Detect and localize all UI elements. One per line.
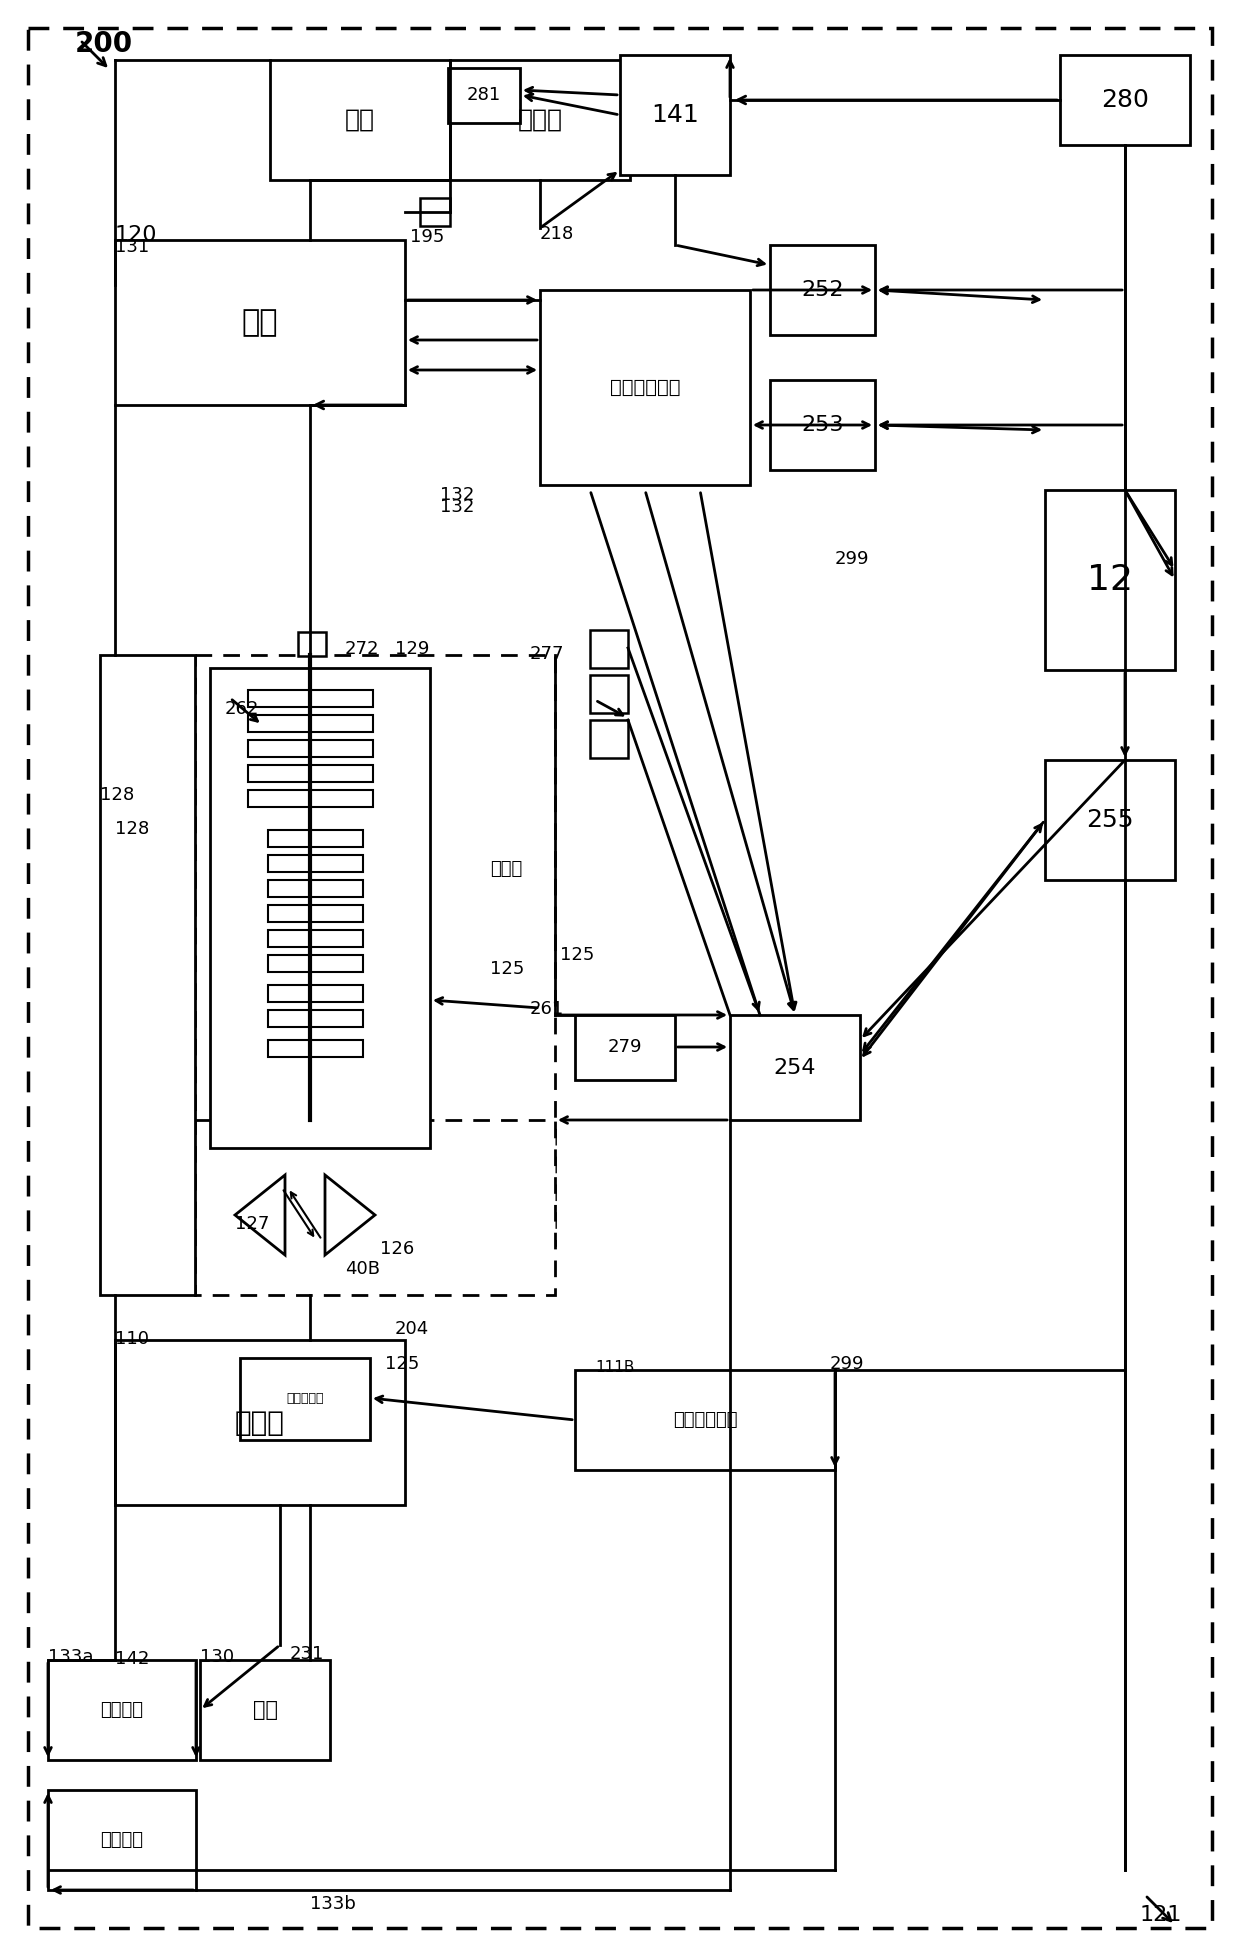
Text: 133a: 133a bbox=[48, 1647, 93, 1665]
Text: 齿轮箱: 齿轮箱 bbox=[490, 861, 522, 878]
Text: 125: 125 bbox=[560, 947, 594, 964]
Text: 120: 120 bbox=[115, 224, 157, 246]
FancyBboxPatch shape bbox=[195, 1120, 556, 1294]
Text: 218: 218 bbox=[539, 224, 574, 242]
Text: 255: 255 bbox=[1086, 808, 1133, 832]
Text: 133b: 133b bbox=[310, 1895, 356, 1913]
FancyBboxPatch shape bbox=[115, 1339, 405, 1505]
Text: 141: 141 bbox=[651, 103, 699, 127]
FancyBboxPatch shape bbox=[590, 720, 627, 757]
FancyBboxPatch shape bbox=[575, 1015, 675, 1079]
Text: 发动机: 发动机 bbox=[236, 1409, 285, 1437]
Text: 142: 142 bbox=[115, 1649, 149, 1669]
Bar bbox=[268, 906, 363, 921]
Bar bbox=[248, 714, 373, 732]
Text: 132: 132 bbox=[440, 486, 475, 504]
FancyBboxPatch shape bbox=[1060, 55, 1190, 144]
Text: 262: 262 bbox=[224, 701, 259, 718]
FancyBboxPatch shape bbox=[210, 668, 430, 1148]
Bar bbox=[248, 765, 373, 783]
Text: 261: 261 bbox=[529, 999, 564, 1019]
FancyBboxPatch shape bbox=[575, 1370, 835, 1470]
Text: 电动马达: 电动马达 bbox=[100, 1700, 144, 1720]
Bar bbox=[268, 855, 363, 873]
FancyBboxPatch shape bbox=[241, 1359, 370, 1441]
Bar bbox=[268, 986, 363, 1001]
Text: 110: 110 bbox=[115, 1329, 149, 1349]
Bar bbox=[248, 740, 373, 757]
Text: 272: 272 bbox=[345, 640, 379, 658]
FancyBboxPatch shape bbox=[590, 675, 627, 712]
FancyBboxPatch shape bbox=[100, 656, 195, 1294]
Polygon shape bbox=[325, 1175, 374, 1255]
FancyBboxPatch shape bbox=[48, 1659, 196, 1761]
FancyBboxPatch shape bbox=[115, 240, 405, 404]
Text: 40B: 40B bbox=[345, 1259, 379, 1279]
Bar bbox=[268, 830, 363, 847]
Text: 121: 121 bbox=[1140, 1905, 1183, 1925]
Bar bbox=[268, 955, 363, 972]
Text: 车轮: 车轮 bbox=[345, 107, 374, 133]
FancyBboxPatch shape bbox=[450, 61, 630, 180]
FancyBboxPatch shape bbox=[48, 1790, 196, 1890]
Text: 126: 126 bbox=[379, 1240, 414, 1257]
Text: 277: 277 bbox=[529, 644, 564, 664]
Text: 127: 127 bbox=[236, 1214, 269, 1234]
Text: 128: 128 bbox=[100, 787, 134, 804]
FancyBboxPatch shape bbox=[200, 1659, 330, 1761]
Bar bbox=[268, 1009, 363, 1027]
Text: 125: 125 bbox=[490, 960, 525, 978]
FancyBboxPatch shape bbox=[1045, 759, 1176, 880]
FancyBboxPatch shape bbox=[620, 55, 730, 176]
Text: 279: 279 bbox=[608, 1038, 642, 1056]
Text: 200: 200 bbox=[74, 29, 133, 59]
Bar bbox=[268, 929, 363, 947]
Text: 280: 280 bbox=[1101, 88, 1149, 111]
Text: 231: 231 bbox=[290, 1646, 325, 1663]
FancyBboxPatch shape bbox=[770, 246, 875, 336]
Text: 252: 252 bbox=[801, 279, 843, 301]
Bar bbox=[248, 689, 373, 707]
Text: 195: 195 bbox=[410, 228, 444, 246]
Text: 253: 253 bbox=[801, 416, 843, 435]
Text: 204: 204 bbox=[396, 1320, 429, 1337]
Text: 车轮: 车轮 bbox=[253, 1700, 278, 1720]
Text: 254: 254 bbox=[774, 1058, 816, 1078]
Polygon shape bbox=[236, 1175, 285, 1255]
Bar bbox=[248, 791, 373, 806]
Text: 299: 299 bbox=[835, 550, 869, 568]
FancyBboxPatch shape bbox=[420, 197, 450, 226]
FancyBboxPatch shape bbox=[270, 61, 450, 180]
Text: 制动器: 制动器 bbox=[517, 107, 563, 133]
Text: 125: 125 bbox=[384, 1355, 419, 1372]
Text: 299: 299 bbox=[830, 1355, 864, 1372]
Bar bbox=[268, 880, 363, 898]
Text: 131: 131 bbox=[115, 238, 149, 256]
FancyBboxPatch shape bbox=[448, 68, 520, 123]
Text: 111B: 111B bbox=[595, 1361, 635, 1374]
FancyBboxPatch shape bbox=[1045, 490, 1176, 670]
FancyBboxPatch shape bbox=[590, 630, 627, 668]
Text: 128: 128 bbox=[115, 820, 149, 837]
Text: 129: 129 bbox=[396, 640, 429, 658]
Text: 发动机控制器: 发动机控制器 bbox=[673, 1411, 738, 1429]
Text: 扮矩致动器: 扮矩致动器 bbox=[286, 1392, 324, 1405]
Text: 130: 130 bbox=[200, 1647, 234, 1665]
FancyBboxPatch shape bbox=[29, 27, 1211, 1929]
Bar bbox=[268, 1040, 363, 1056]
FancyBboxPatch shape bbox=[730, 1015, 861, 1120]
FancyBboxPatch shape bbox=[770, 381, 875, 470]
Text: 281: 281 bbox=[467, 86, 501, 105]
Text: 电机: 电机 bbox=[242, 308, 278, 338]
Text: 电能存储装置: 电能存储装置 bbox=[610, 379, 681, 396]
Text: 电动马达: 电动马达 bbox=[100, 1831, 144, 1849]
Text: 132: 132 bbox=[440, 498, 475, 515]
FancyBboxPatch shape bbox=[298, 632, 326, 656]
FancyBboxPatch shape bbox=[539, 291, 750, 484]
Text: 12: 12 bbox=[1087, 562, 1133, 597]
FancyBboxPatch shape bbox=[195, 656, 556, 1245]
